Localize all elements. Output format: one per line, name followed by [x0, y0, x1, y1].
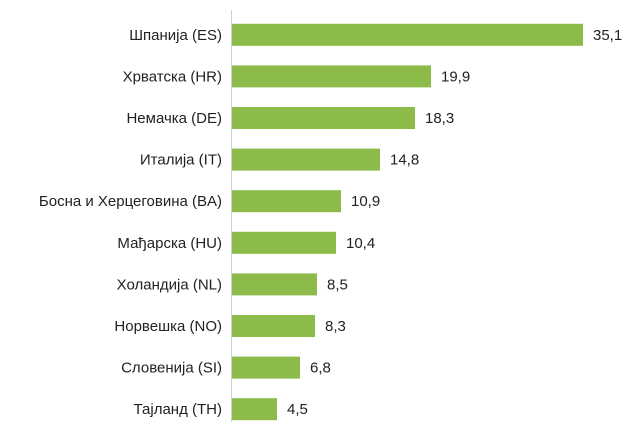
bar: [232, 65, 431, 88]
bar: [232, 190, 341, 213]
category-label: Босна и Херцеговина (BA): [39, 193, 222, 210]
bar: [232, 23, 583, 46]
category-label: Норвешка (NO): [114, 318, 222, 335]
value-label: 10,9: [351, 193, 380, 210]
value-label: 8,5: [327, 276, 348, 293]
category-label: Тајланд (TH): [134, 401, 222, 418]
value-label: 14,8: [390, 152, 419, 169]
category-label: Мађарска (HU): [117, 235, 222, 252]
category-label: Италија (IT): [140, 152, 222, 169]
bar: [232, 148, 380, 171]
value-label: 8,3: [325, 318, 346, 335]
value-label: 10,4: [346, 235, 375, 252]
value-label: 35,1: [593, 27, 622, 44]
bar: [232, 356, 300, 379]
category-label: Немачка (DE): [126, 110, 222, 127]
category-label: Хрватска (HR): [123, 68, 222, 85]
bar: [232, 231, 336, 254]
bar: [232, 107, 415, 129]
bar: [232, 398, 277, 421]
bar: [232, 273, 317, 296]
value-label: 19,9: [441, 68, 470, 85]
category-label: Холандија (NL): [117, 276, 222, 293]
value-label: 6,8: [310, 360, 331, 377]
category-label: Словенија (SI): [121, 360, 222, 377]
value-label: 18,3: [425, 110, 454, 127]
category-label: Шпанија (ES): [129, 27, 222, 44]
value-label: 4,5: [287, 401, 308, 418]
bar: [232, 315, 315, 337]
